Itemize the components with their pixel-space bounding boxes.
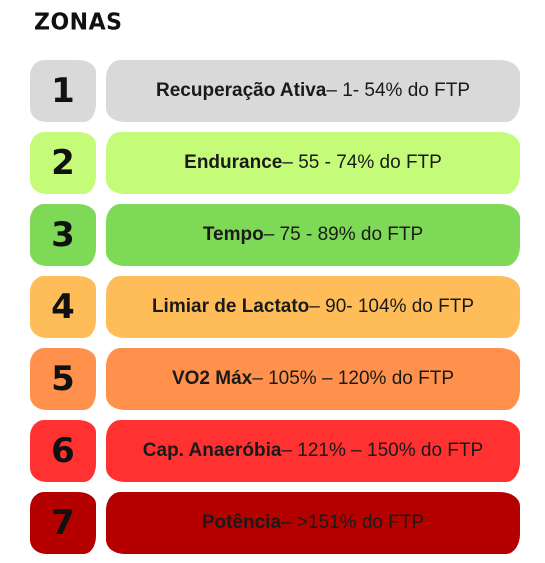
zone-6: 6 Cap. Anaeróbia – 121% – 150% do FTP — [30, 420, 520, 482]
zone-7-name: Potência — [201, 512, 282, 533]
zone-5-name: VO2 Máx — [171, 368, 253, 389]
zone-2-name: Endurance — [184, 152, 283, 173]
zone-1: 1 Recuperação Ativa – 1- 54% do FTP — [30, 60, 520, 122]
zone-2-number: 2 — [30, 132, 96, 194]
zone-7: 7 Potência – >151% do FTP — [30, 492, 520, 554]
zone-3-bar: Tempo – 75 - 89% do FTP — [106, 204, 520, 266]
zone-2-bar: Endurance – 55 - 74% do FTP — [106, 132, 520, 194]
zone-5-number: 5 — [30, 348, 96, 410]
zone-7-bar: Potência – >151% do FTP — [106, 492, 520, 554]
zone-5-range: – 105% – 120% do FTP — [252, 368, 454, 389]
zone-4-bar: Limiar de Lactato – 90- 104% do FTP — [106, 276, 520, 338]
zone-4-range: – 90- 104% do FTP — [309, 296, 475, 317]
zone-6-bar: Cap. Anaeróbia – 121% – 150% do FTP — [106, 420, 520, 482]
zone-2-range: – 55 - 74% do FTP — [282, 152, 442, 173]
zone-6-name: Cap. Anaeróbia — [142, 440, 282, 461]
zone-3: 3 Tempo – 75 - 89% do FTP — [30, 204, 520, 266]
zone-3-range: – 75 - 89% do FTP — [263, 224, 424, 245]
zone-3-name: Tempo — [202, 224, 264, 245]
zone-6-number: 6 — [30, 420, 96, 482]
zone-1-number: 1 — [30, 60, 96, 122]
zone-2: 2 Endurance – 55 - 74% do FTP — [30, 132, 520, 194]
page-title: ZONAS — [34, 9, 123, 36]
zone-4-name: Limiar de Lactato — [151, 296, 310, 317]
zone-1-range: – 1- 54% do FTP — [326, 80, 470, 101]
zone-4: 4 Limiar de Lactato – 90- 104% do FTP — [30, 276, 520, 338]
zone-7-range: – >151% do FTP — [281, 512, 425, 533]
zone-7-number: 7 — [30, 492, 96, 554]
zone-5: 5 VO2 Máx – 105% – 120% do FTP — [30, 348, 520, 410]
zone-5-bar: VO2 Máx – 105% – 120% do FTP — [106, 348, 520, 410]
zone-1-name: Recuperação Ativa — [156, 80, 327, 101]
zone-1-bar: Recuperação Ativa – 1- 54% do FTP — [106, 60, 520, 122]
zone-4-number: 4 — [30, 276, 96, 338]
zone-6-range: – 121% – 150% do FTP — [281, 440, 484, 461]
zone-3-number: 3 — [30, 204, 96, 266]
